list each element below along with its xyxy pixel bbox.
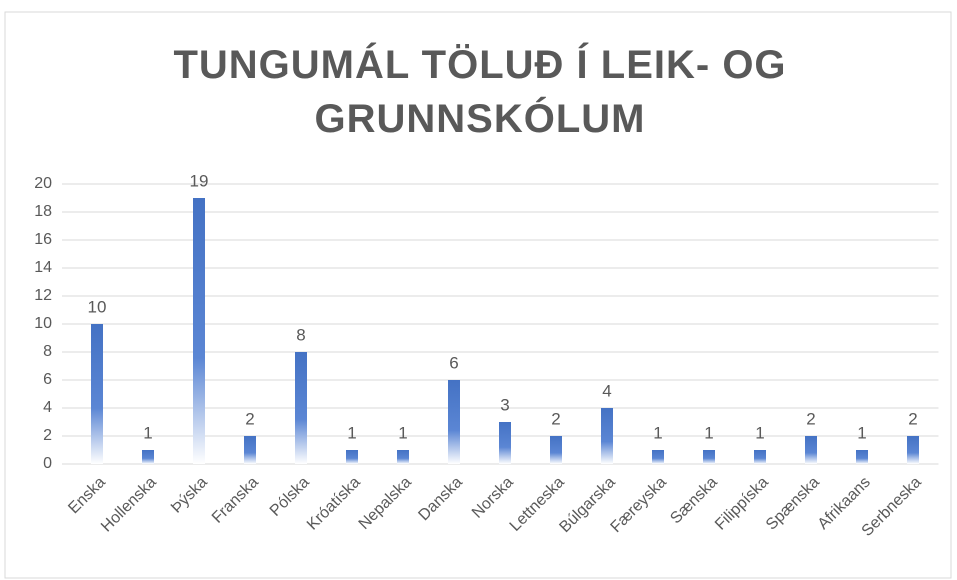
data-label: 1 [704, 423, 713, 442]
bar [499, 422, 511, 464]
data-label: 6 [449, 353, 458, 372]
data-label: 1 [755, 423, 764, 442]
data-label: 4 [602, 381, 611, 400]
x-tick-label: Nepalska [356, 474, 415, 533]
x-tick-label: Franska [209, 474, 262, 527]
x-tick-label: Færeyska [607, 474, 669, 536]
y-tick-label: 0 [43, 455, 52, 472]
data-label: 1 [398, 423, 407, 442]
x-tick-label: Enska [65, 474, 109, 518]
bar [856, 450, 868, 464]
y-tick-label: 18 [34, 203, 52, 220]
data-label: 2 [806, 409, 815, 428]
bar [244, 436, 256, 464]
y-tick-label: 2 [43, 427, 52, 444]
data-label: 2 [245, 409, 254, 428]
bar [907, 436, 919, 464]
bar [397, 450, 409, 464]
x-tick-label: Hollenska [98, 474, 160, 536]
bar [448, 380, 460, 464]
x-tick-label: Sænska [667, 474, 721, 528]
y-tick-label: 20 [34, 175, 52, 192]
bar [652, 450, 664, 464]
data-label: 10 [88, 297, 107, 316]
x-tick-label: Króatíska [304, 474, 364, 534]
data-label: 2 [551, 409, 560, 428]
data-label: 8 [296, 325, 305, 344]
y-tick-label: 10 [34, 315, 52, 332]
data-label: 19 [190, 171, 209, 190]
bar [346, 450, 358, 464]
bar [550, 436, 562, 464]
bar [295, 352, 307, 464]
bar [601, 408, 613, 464]
data-label: 1 [653, 423, 662, 442]
bar [754, 450, 766, 464]
y-tick-label: 14 [34, 259, 52, 276]
chart-title: TUNGUMÁL TÖLUÐ Í LEIK- OG GRUNNSKÓLUM [173, 43, 787, 141]
x-tick-label: Danska [415, 474, 465, 524]
bar [142, 450, 154, 464]
bar [91, 324, 103, 464]
chart-border [4, 11, 952, 579]
x-tick-label: Pólska [267, 474, 313, 520]
y-tick-label: 6 [43, 371, 52, 388]
data-label: 1 [857, 423, 866, 442]
data-label: 3 [500, 395, 509, 414]
y-tick-label: 4 [43, 399, 52, 416]
x-tick-label: Spænska [763, 474, 823, 534]
y-tick-label: 12 [34, 287, 52, 304]
y-tick-label: 8 [43, 343, 52, 360]
x-tick-label: Norska [469, 474, 517, 522]
data-label: 2 [908, 409, 917, 428]
x-tick-label: Þýska [168, 474, 211, 517]
bar [703, 450, 715, 464]
data-label: 1 [143, 423, 152, 442]
bar [193, 198, 205, 464]
bar [805, 436, 817, 464]
x-tick-label: Filippíska [712, 474, 772, 534]
data-label: 1 [347, 423, 356, 442]
y-tick-label: 16 [34, 231, 52, 248]
